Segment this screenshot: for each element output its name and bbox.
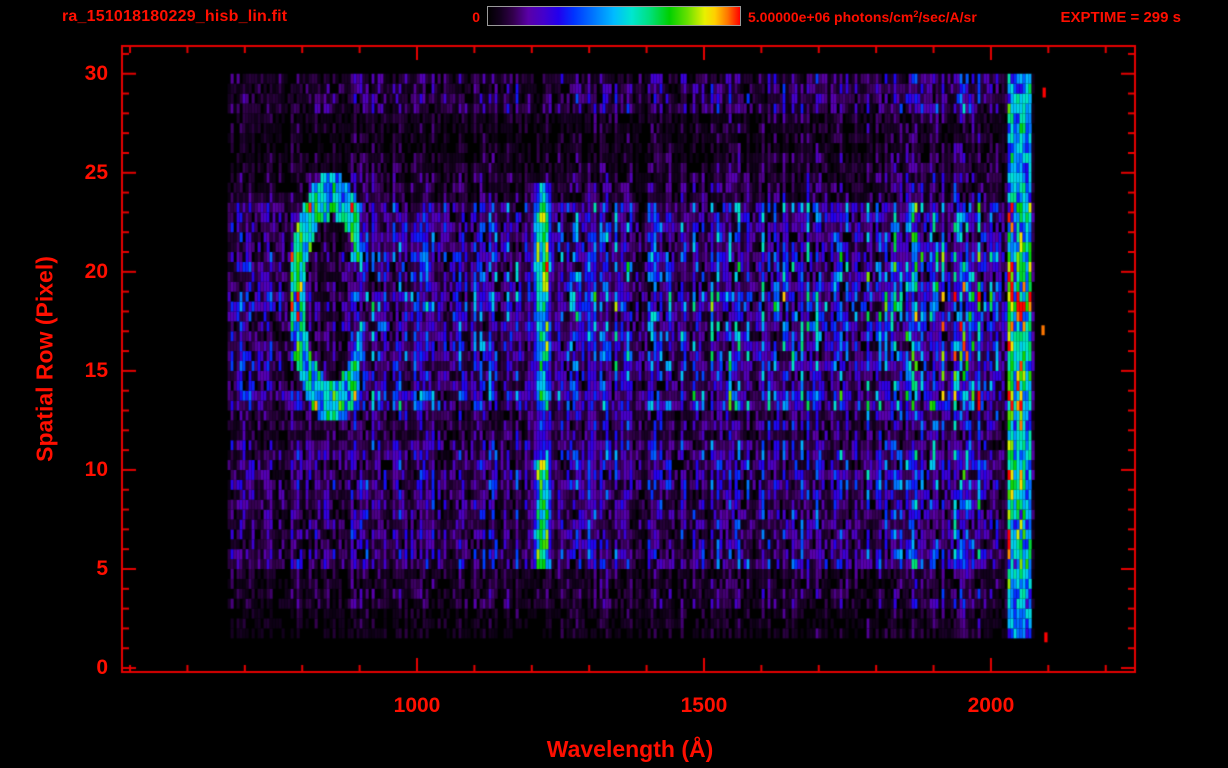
y-tick-label: 15 [84, 358, 108, 382]
y-tick-label: 5 [96, 556, 108, 580]
y-tick-label: 0 [96, 656, 108, 680]
x-tick-label: 2000 [967, 694, 1015, 717]
colorbar-unit-superscript: 2 [913, 9, 919, 19]
y-tick-label: 25 [84, 160, 108, 184]
y-tick-label: 30 [84, 61, 108, 85]
filename-title: ra_151018180229_hisb_lin.fit [62, 8, 288, 25]
colorbar [487, 6, 741, 26]
colorbar-max-label: 5.00000e+06 photons/cm2/sec/A/sr [748, 9, 977, 25]
colorbar-min-label: 0 [472, 9, 480, 25]
colorbar-unit-suffix: /sec/A/sr [918, 9, 977, 25]
colorbar-max-value: 5.00000e+06 [748, 9, 831, 25]
y-tick-label: 10 [84, 457, 108, 481]
x-tick-label: 1500 [680, 694, 728, 717]
x-axis-title: Wavelength (Å) [546, 736, 714, 762]
exptime-label: EXPTIME = 299 s [1060, 9, 1181, 26]
colorbar-unit-prefix: photons/cm [830, 9, 914, 25]
x-tick-label: 1000 [393, 694, 441, 717]
y-tick-label: 20 [84, 259, 108, 283]
